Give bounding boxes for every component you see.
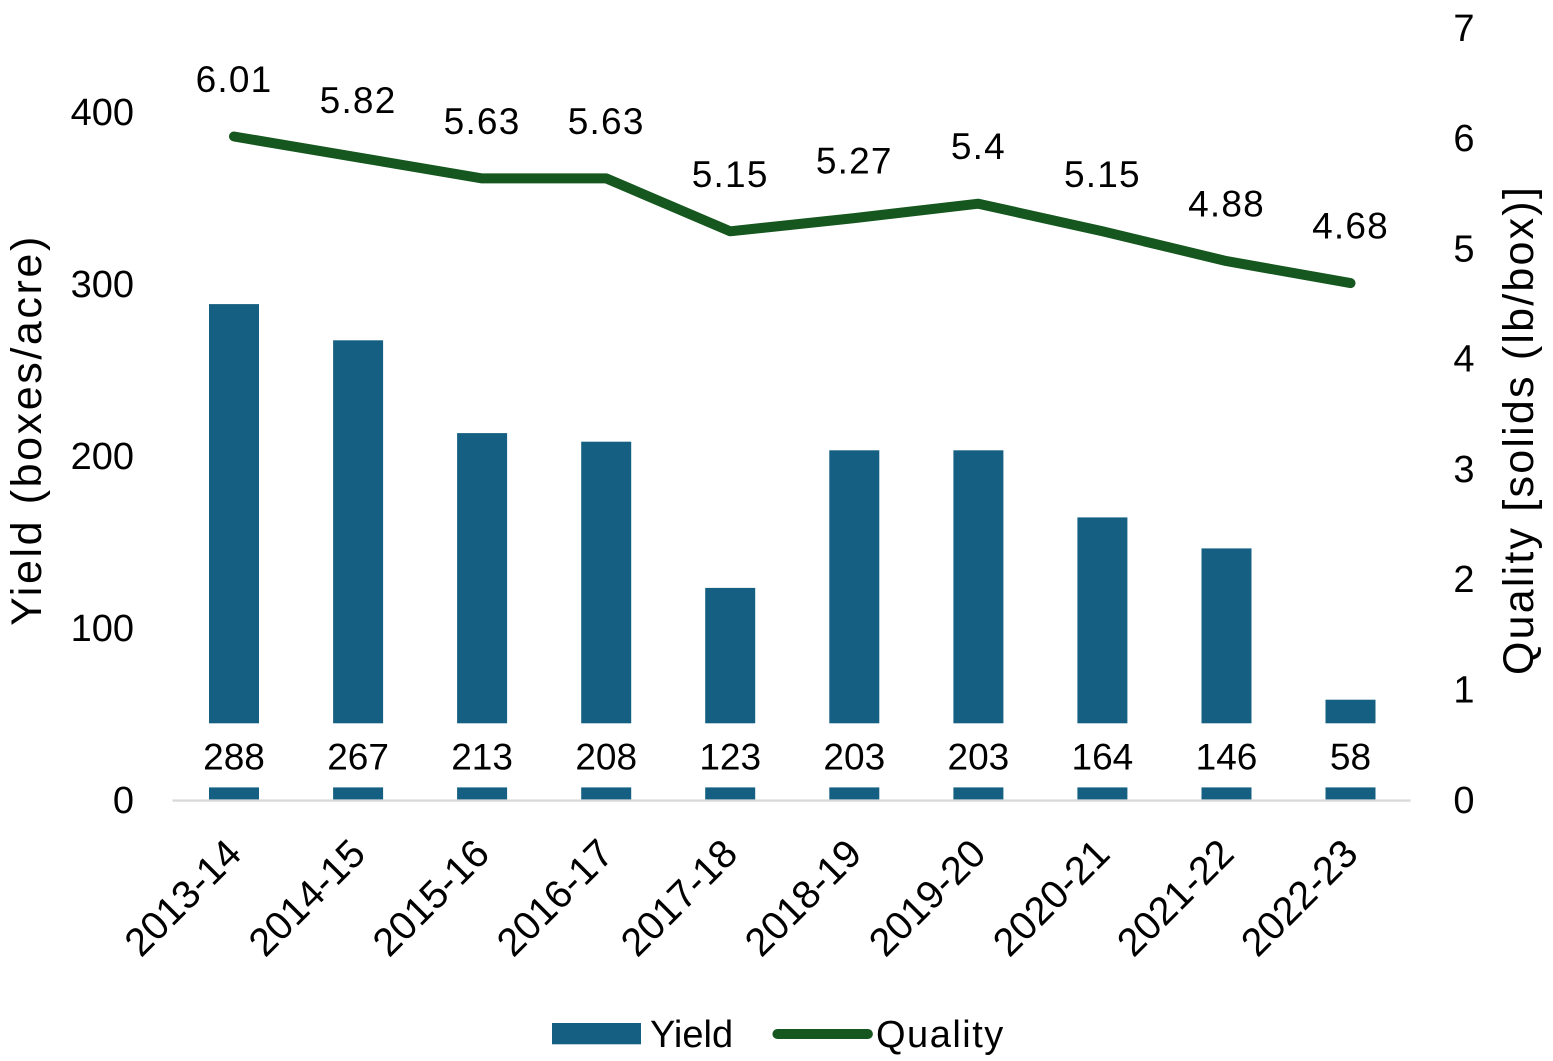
svg-text:5.4: 5.4 bbox=[951, 126, 1006, 167]
svg-text:1: 1 bbox=[1453, 670, 1474, 712]
svg-text:Yield (boxes/acre): Yield (boxes/acre) bbox=[3, 234, 51, 626]
svg-text:2: 2 bbox=[1453, 559, 1474, 601]
svg-text:203: 203 bbox=[823, 737, 885, 778]
svg-text:4: 4 bbox=[1453, 339, 1474, 381]
svg-text:5.15: 5.15 bbox=[1064, 154, 1141, 195]
svg-text:5: 5 bbox=[1453, 228, 1474, 270]
svg-text:164: 164 bbox=[1072, 737, 1134, 778]
svg-text:213: 213 bbox=[451, 737, 513, 778]
svg-text:288: 288 bbox=[203, 737, 265, 778]
svg-text:100: 100 bbox=[71, 608, 134, 650]
svg-text:3: 3 bbox=[1453, 449, 1474, 491]
svg-text:0: 0 bbox=[113, 780, 134, 822]
svg-text:58: 58 bbox=[1330, 737, 1371, 778]
svg-text:146: 146 bbox=[1196, 737, 1258, 778]
svg-text:123: 123 bbox=[699, 737, 761, 778]
svg-text:5.15: 5.15 bbox=[692, 154, 769, 195]
svg-text:267: 267 bbox=[327, 737, 389, 778]
svg-text:200: 200 bbox=[71, 436, 134, 478]
svg-text:5.63: 5.63 bbox=[444, 101, 521, 142]
svg-text:300: 300 bbox=[71, 264, 134, 306]
svg-text:203: 203 bbox=[948, 737, 1010, 778]
svg-text:Quality [solids (lb/box)]: Quality [solids (lb/box)] bbox=[1495, 185, 1543, 675]
svg-text:6: 6 bbox=[1453, 118, 1474, 160]
svg-text:5.63: 5.63 bbox=[568, 101, 645, 142]
svg-text:5.27: 5.27 bbox=[816, 141, 893, 182]
svg-text:4.88: 4.88 bbox=[1188, 184, 1265, 225]
svg-text:Yield: Yield bbox=[650, 1014, 733, 1056]
svg-text:6.01: 6.01 bbox=[196, 59, 273, 100]
svg-text:Quality: Quality bbox=[876, 1014, 1005, 1056]
svg-text:5.82: 5.82 bbox=[320, 80, 397, 121]
svg-text:400: 400 bbox=[71, 92, 134, 134]
svg-text:4.68: 4.68 bbox=[1312, 206, 1389, 247]
svg-text:7: 7 bbox=[1453, 8, 1474, 50]
svg-text:208: 208 bbox=[575, 737, 637, 778]
svg-text:0: 0 bbox=[1453, 780, 1474, 822]
